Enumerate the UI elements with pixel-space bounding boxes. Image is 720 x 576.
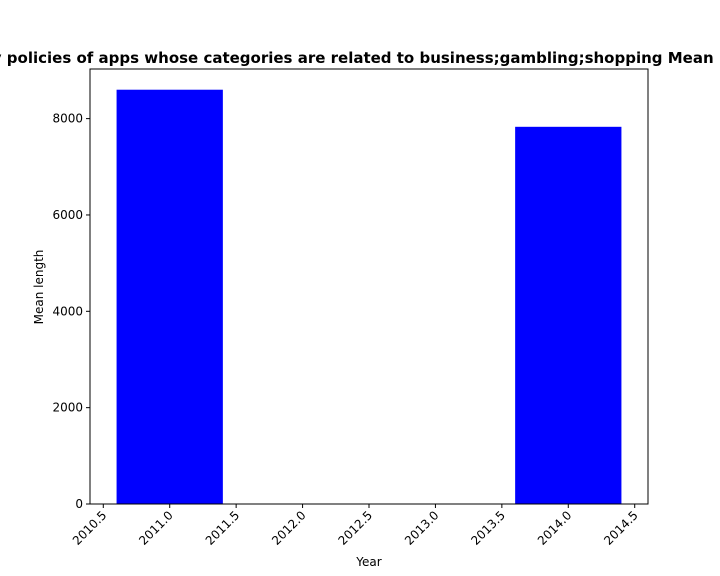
bar-2011 [116,89,223,504]
x-tick-label: 2012.5 [336,508,376,548]
y-tick-label: 0 [75,497,83,511]
bars-group [116,89,622,504]
x-axis: 2010.5 2011.0 2011.5 2012.0 2012.5 2013.0 2013… [70,504,641,548]
x-tick-label: 2012.0 [269,508,309,548]
y-tick-label: 4000 [52,304,83,318]
x-axis-label: Year [355,555,381,569]
y-axis: 0 2000 4000 6000 8000 [52,112,90,511]
x-tick-label: 2011.0 [136,508,176,548]
chart-title: Mean length of privacy policies of apps … [0,49,720,67]
y-tick-label: 6000 [52,208,83,222]
x-tick-label: 2014.0 [535,508,575,548]
y-axis-label: Mean length [32,250,46,325]
x-tick-label: 2010.5 [70,508,110,548]
x-tick-label: 2013.5 [468,508,508,548]
x-tick-label: 2011.5 [203,508,243,548]
y-tick-label: 2000 [52,401,83,415]
y-tick-label: 8000 [52,112,83,126]
x-tick-label: 2014.5 [601,508,641,548]
bar-2014 [515,126,622,504]
x-tick-label: 2013.0 [402,508,442,548]
